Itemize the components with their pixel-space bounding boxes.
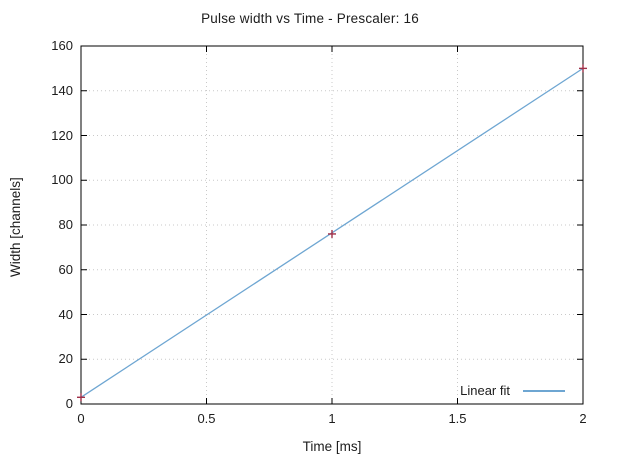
y-tick-label: 40 bbox=[58, 306, 73, 322]
x-tick-label: 1.5 bbox=[448, 411, 467, 426]
x-tick-label: 0.5 bbox=[197, 411, 216, 426]
x-axis-title: Time [ms] bbox=[302, 439, 362, 454]
x-tick-label: 0 bbox=[77, 411, 85, 426]
y-tick-label: 20 bbox=[58, 351, 73, 367]
legend-line-sample bbox=[523, 389, 565, 392]
legend-label: Linear fit bbox=[460, 383, 510, 398]
y-tick-label: 80 bbox=[58, 217, 73, 232]
chart-title: Pulse width vs Time - Prescaler: 16 bbox=[201, 11, 419, 26]
y-tick-label: 140 bbox=[51, 82, 73, 98]
y-tick-label: 60 bbox=[58, 261, 73, 277]
y-tick-label: 0 bbox=[65, 396, 73, 411]
legend: Linear fit bbox=[430, 382, 565, 399]
y-tick-label: 160 bbox=[51, 38, 73, 53]
x-tick-label: 2 bbox=[579, 411, 587, 426]
y-tick-label: 120 bbox=[51, 127, 73, 143]
x-tick-label: 1 bbox=[328, 411, 336, 426]
y-tick-label: 100 bbox=[51, 172, 73, 188]
